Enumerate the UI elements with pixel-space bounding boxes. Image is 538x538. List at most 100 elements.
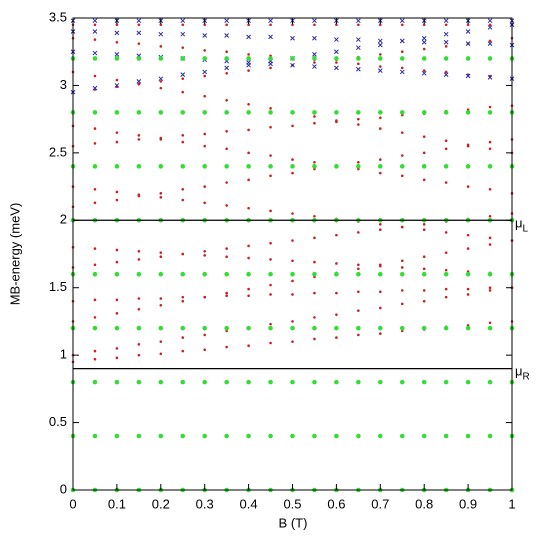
dot [247,244,250,248]
dot [379,65,382,68]
level-dot [202,271,207,277]
dot [466,293,470,296]
dot [488,289,492,292]
dot [203,333,206,337]
level-dot [92,164,98,169]
level-dot [421,56,427,61]
x-tick-label: 0.8 [415,496,433,511]
dot [400,131,404,134]
dot [291,171,294,175]
dot [291,158,294,161]
level-dot [180,271,186,277]
level-dot [224,56,229,61]
dot [422,289,426,292]
dot [137,138,141,141]
dot [357,117,360,121]
dot [488,105,492,109]
level-dot [399,164,405,169]
cross-marker [443,39,449,45]
dot [247,23,250,27]
x-tick-label: 0.9 [459,496,477,511]
dot [247,178,250,182]
level-dot [202,325,207,331]
dot [159,80,163,83]
dot [115,131,119,134]
dot [269,107,272,110]
dot [313,260,316,264]
dot [488,236,492,240]
level-dot [465,325,471,331]
level-dot [421,433,427,439]
dot [335,23,338,27]
level-dot [202,56,207,61]
x-tick-label: 0.2 [152,496,170,511]
level-dot [180,56,186,61]
level-dot [421,164,427,169]
dot [93,349,97,353]
level-dot [443,433,449,439]
level-dot [312,164,317,169]
level-dot [399,110,405,115]
level-dot [224,271,229,277]
dot [335,313,338,316]
cross-marker [180,31,186,37]
level-dot [378,433,383,439]
dot [181,336,185,339]
level-dot [202,379,207,385]
dot [379,306,382,310]
dot [203,74,206,78]
dot [203,94,206,98]
level-dot [224,379,229,385]
dot [444,70,448,74]
cross-marker [290,35,295,41]
cross-marker [355,66,361,72]
level-dot [92,379,98,385]
dot [444,139,448,143]
dot [444,268,448,272]
dot [181,295,185,299]
dot [159,352,163,356]
level-dot [92,325,98,331]
dot [225,71,228,75]
level-dot [356,271,361,277]
dot [225,147,228,151]
potential-symbol: μ [515,216,523,231]
level-dot [268,110,273,115]
dot [181,299,185,303]
cross-marker [399,38,405,44]
level-dot [246,164,251,169]
level-dot [180,164,186,169]
dot [379,127,382,130]
cross-marker [399,69,405,75]
dot [379,264,382,268]
level-dot [312,379,317,385]
dot [422,267,426,271]
dot [115,40,119,44]
level-dot [399,433,405,439]
cross-marker [224,18,230,24]
level-dot [202,110,207,115]
y-tick-label: 2.5 [49,144,67,159]
level-dot [158,164,164,169]
dot [444,23,448,27]
level-dot [356,433,361,439]
dot [422,69,426,72]
dot [313,337,316,341]
dot [159,196,163,199]
dot [444,295,448,299]
x-axis-label: B (T) [279,515,308,530]
cross-marker [421,70,427,76]
plot-frame [72,17,513,491]
level-dot [487,164,493,169]
cross-marker [465,41,471,46]
dot [269,293,272,296]
level-dot [356,379,361,385]
cross-marker [421,39,427,45]
dot [181,140,185,144]
dot [357,23,360,27]
dot [269,23,272,27]
dot [247,287,250,291]
dot [466,23,470,27]
dot [115,140,119,144]
dot [115,248,119,252]
